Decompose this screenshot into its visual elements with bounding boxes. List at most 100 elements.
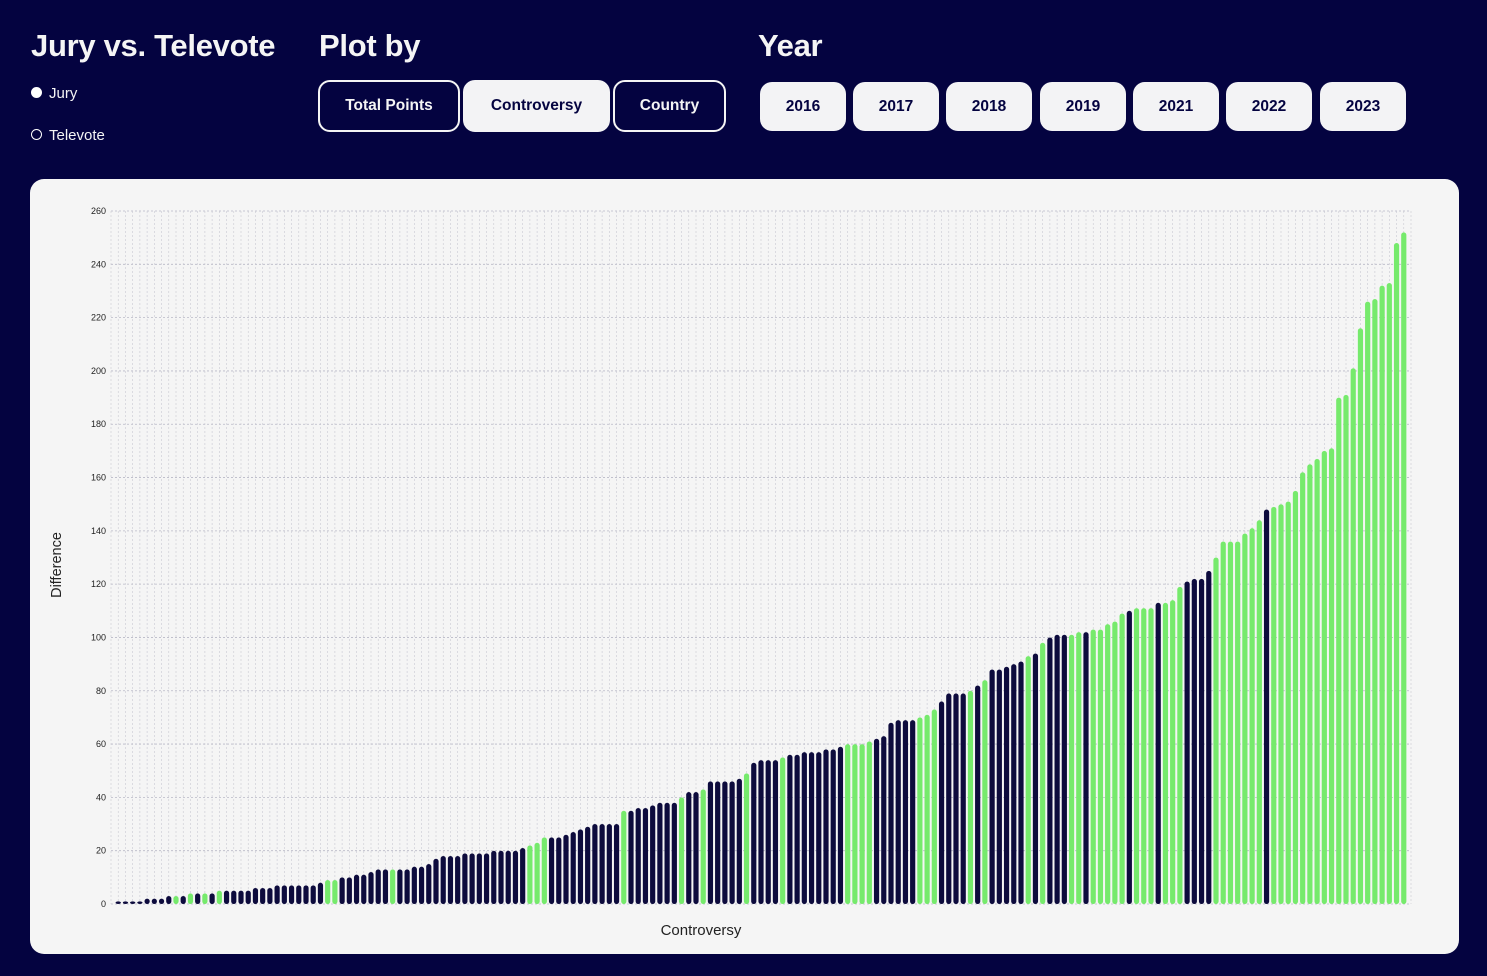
bar[interactable] [845,744,851,904]
bar[interactable] [772,760,779,904]
bar[interactable] [397,869,403,904]
year-button-2018[interactable]: 2018 [946,82,1032,131]
bar[interactable] [765,760,771,904]
bar[interactable] [1307,464,1313,904]
bar[interactable] [1278,504,1284,904]
year-button-2019[interactable]: 2019 [1040,82,1126,131]
bar[interactable] [577,829,584,904]
bar[interactable] [1141,608,1147,904]
bar[interactable] [375,869,381,904]
bar[interactable] [866,741,872,904]
bar[interactable] [390,869,396,904]
bar[interactable] [852,744,858,904]
bar[interactable] [967,690,974,904]
bar[interactable] [1242,533,1248,904]
bar[interactable] [1393,242,1400,904]
bar[interactable] [303,885,309,904]
bar[interactable] [1321,450,1327,904]
bar[interactable] [1105,624,1111,904]
bar[interactable] [1227,541,1234,904]
bar[interactable] [1235,541,1241,904]
bar[interactable] [707,781,714,904]
bar[interactable] [613,824,620,904]
bar[interactable] [491,850,497,904]
bar[interactable] [1213,557,1219,905]
bar[interactable] [418,866,425,904]
bar[interactable] [1170,600,1176,904]
year-button-2022[interactable]: 2022 [1226,82,1312,131]
bar[interactable] [173,896,179,904]
bar[interactable] [476,853,482,904]
bar[interactable] [917,717,923,904]
year-button-2016[interactable]: 2016 [760,82,846,131]
bar[interactable] [1119,613,1125,904]
bar[interactable] [837,746,844,904]
bar[interactable] [888,722,894,904]
bar[interactable] [801,752,807,904]
bar[interactable] [274,885,280,904]
bar[interactable] [989,669,995,904]
bar[interactable] [1054,634,1060,904]
radio-televote[interactable]: Televote [31,124,105,144]
bar[interactable] [158,898,165,904]
bar[interactable] [137,901,143,904]
bar[interactable] [859,744,865,904]
bar[interactable] [1003,666,1010,904]
bar[interactable] [650,805,656,904]
year-button-2017[interactable]: 2017 [853,82,939,131]
bar[interactable] [353,874,360,904]
radio-televote-indicator[interactable] [31,128,42,140]
bar[interactable] [534,842,540,904]
bar[interactable] [1126,610,1132,904]
bar[interactable] [1032,653,1039,904]
bar[interactable] [1090,629,1096,904]
bar[interactable] [751,762,757,904]
bar[interactable] [1011,664,1017,904]
bar[interactable] [1206,570,1212,904]
bar[interactable] [881,736,887,904]
bar[interactable] [130,901,136,904]
bar[interactable] [758,760,764,904]
bar[interactable] [1350,368,1356,904]
bar[interactable] [830,749,836,904]
bar[interactable] [931,709,937,904]
bar[interactable] [960,693,966,904]
bar[interactable] [520,848,526,904]
bar[interactable] [1372,298,1378,904]
bar[interactable] [462,853,468,904]
bar[interactable] [187,893,194,904]
bar[interactable] [541,837,547,904]
bar[interactable] [281,885,287,904]
bar[interactable] [1256,520,1262,904]
controversy-button[interactable]: Controversy [463,80,610,132]
bar[interactable] [642,808,649,904]
radio-jury[interactable]: Jury [31,82,77,102]
bar[interactable] [585,826,591,904]
bar[interactable] [1133,608,1140,904]
country-button[interactable]: Country [613,80,726,132]
bar[interactable] [433,858,439,904]
bar[interactable] [1177,586,1183,904]
bar[interactable] [873,738,880,904]
bar[interactable] [346,877,352,904]
bar[interactable] [1220,541,1226,904]
bar[interactable] [1300,472,1306,904]
bar[interactable] [780,757,786,904]
bar[interactable] [938,701,945,904]
bar[interactable] [621,810,627,904]
bar[interactable] [548,837,555,904]
bar[interactable] [483,853,490,904]
bar[interactable] [209,893,215,904]
bar[interactable] [635,808,641,904]
bar[interactable] [1018,661,1024,904]
bar[interactable] [953,693,959,904]
bar[interactable] [325,880,331,904]
bar[interactable] [505,850,511,904]
bar[interactable] [1401,232,1407,905]
bar[interactable] [1148,608,1154,904]
bar[interactable] [1336,397,1342,904]
bar[interactable] [317,882,324,904]
bar[interactable] [1249,528,1255,904]
bar[interactable] [151,898,157,904]
bar[interactable] [592,824,598,904]
